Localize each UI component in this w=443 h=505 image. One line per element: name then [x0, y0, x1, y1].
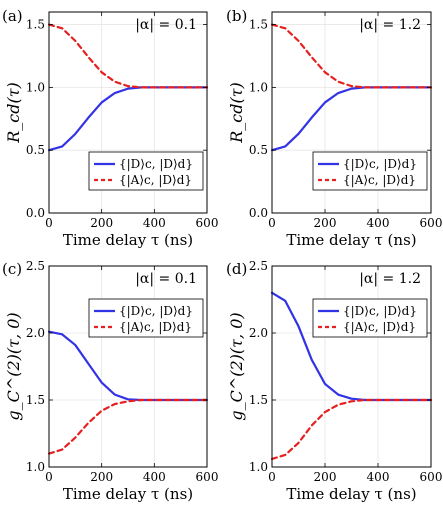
- y-tick-label: 1.0: [249, 80, 268, 94]
- y-tick-label: 0.0: [26, 206, 45, 220]
- x-tick-label: 400: [367, 470, 390, 484]
- series-line-2: [47, 398, 209, 455]
- y-axis-label: R_cd(τ): [4, 82, 23, 144]
- legend-entry-2: {|A⟩c, |D⟩d}: [119, 320, 192, 334]
- x-tick-label: 0: [268, 470, 276, 484]
- y-tick-label: 0.5: [26, 143, 45, 157]
- x-axis-label: Time delay τ (ns): [286, 485, 416, 503]
- legend-box: [88, 151, 204, 191]
- x-tick-label: 200: [90, 470, 113, 484]
- legend-box: [88, 298, 204, 338]
- x-tick-label: 600: [420, 216, 443, 230]
- legend: {|D⟩c, |D⟩d} {|A⟩c, |D⟩d}: [312, 298, 428, 338]
- y-tick-label: 2.5: [249, 259, 268, 273]
- panel-label: (d): [226, 260, 247, 278]
- series-line-1: [47, 86, 209, 152]
- y-axis-label: g_C^(2)(τ, 0): [227, 312, 246, 420]
- x-tick-label: 400: [143, 470, 166, 484]
- legend-entry-1: {|D⟩c, |D⟩d}: [343, 304, 417, 318]
- series-line-2: [270, 398, 433, 461]
- x-tick-label: 400: [367, 216, 390, 230]
- y-tick-label: 2.5: [26, 259, 45, 273]
- legend: {|D⟩c, |D⟩d} {|A⟩c, |D⟩d}: [88, 151, 204, 191]
- plot-frame: [271, 11, 432, 214]
- legend-entry-2: {|A⟩c, |D⟩d}: [343, 173, 416, 187]
- y-tick-label: 1.5: [26, 18, 45, 32]
- x-tick-label: 200: [314, 216, 337, 230]
- plot-frame: [48, 11, 208, 214]
- y-tick-label: 1.0: [249, 460, 268, 474]
- y-tick-label: 0.0: [249, 206, 268, 220]
- y-tick-label: 0.5: [249, 143, 268, 157]
- legend-box: [312, 298, 428, 338]
- y-tick-label: 2.0: [249, 326, 268, 340]
- legend-entry-1: {|D⟩c, |D⟩d}: [119, 157, 193, 171]
- alpha-annotation: |α| = 0.1: [135, 17, 197, 33]
- x-axis-label: Time delay τ (ns): [286, 231, 416, 249]
- panel-label: (a): [2, 7, 23, 25]
- y-tick-label: 1.5: [249, 393, 268, 407]
- legend-box: [312, 151, 428, 191]
- panel-2: 0 200 400 600 0.0 0.5 1.0 1.5 Time delay τ (ns) R…: [226, 7, 442, 249]
- y-tick-label: 1.5: [249, 18, 268, 32]
- x-tick-label: 600: [196, 216, 219, 230]
- y-tick-label: 2.0: [26, 326, 45, 340]
- x-axis-label: Time delay τ (ns): [63, 231, 193, 249]
- legend: {|D⟩c, |D⟩d} {|A⟩c, |D⟩d}: [312, 151, 428, 191]
- alpha-annotation: |α| = 0.1: [135, 271, 197, 287]
- panel-4: 0 200 400 600 1.0 1.5 2.0 2.5 Time delay τ (ns) g…: [226, 259, 442, 503]
- series-line-2: [47, 23, 209, 89]
- alpha-annotation: |α| = 1.2: [359, 17, 421, 33]
- y-tick-label: 1.0: [26, 460, 45, 474]
- legend-entry-2: {|A⟩c, |D⟩d}: [343, 320, 416, 334]
- series-line-1: [270, 86, 433, 152]
- x-tick-label: 0: [45, 470, 53, 484]
- x-tick-label: 0: [268, 216, 276, 230]
- plot-frame: [48, 265, 208, 468]
- x-tick-label: 400: [143, 216, 166, 230]
- x-tick-label: 0: [45, 216, 53, 230]
- panel-1: 0 200 400 600 0.0 0.5 1.0 1.5 Time delay τ (ns) R…: [2, 7, 218, 249]
- panel-label: (b): [226, 7, 247, 25]
- panel-label: (c): [2, 260, 22, 278]
- x-tick-label: 600: [196, 470, 219, 484]
- series-line-2: [270, 23, 433, 89]
- y-tick-label: 1.5: [26, 393, 45, 407]
- x-tick-label: 200: [314, 470, 337, 484]
- y-axis-label: R_cd(τ): [227, 82, 246, 144]
- legend-entry-1: {|D⟩c, |D⟩d}: [119, 304, 193, 318]
- y-axis-label: g_C^(2)(τ, 0): [4, 312, 23, 420]
- panel-3: 0 200 400 600 1.0 1.5 2.0 2.5 Time delay τ (ns) g…: [2, 259, 218, 503]
- series-line-1: [47, 330, 209, 402]
- x-tick-label: 200: [90, 216, 113, 230]
- legend: {|D⟩c, |D⟩d} {|A⟩c, |D⟩d}: [88, 298, 204, 338]
- x-tick-label: 600: [420, 470, 443, 484]
- x-axis-label: Time delay τ (ns): [63, 485, 193, 503]
- legend-entry-2: {|A⟩c, |D⟩d}: [119, 173, 192, 187]
- alpha-annotation: |α| = 1.2: [359, 271, 421, 287]
- y-tick-label: 1.0: [26, 80, 45, 94]
- plot-frame: [271, 265, 432, 468]
- legend-entry-1: {|D⟩c, |D⟩d}: [343, 157, 417, 171]
